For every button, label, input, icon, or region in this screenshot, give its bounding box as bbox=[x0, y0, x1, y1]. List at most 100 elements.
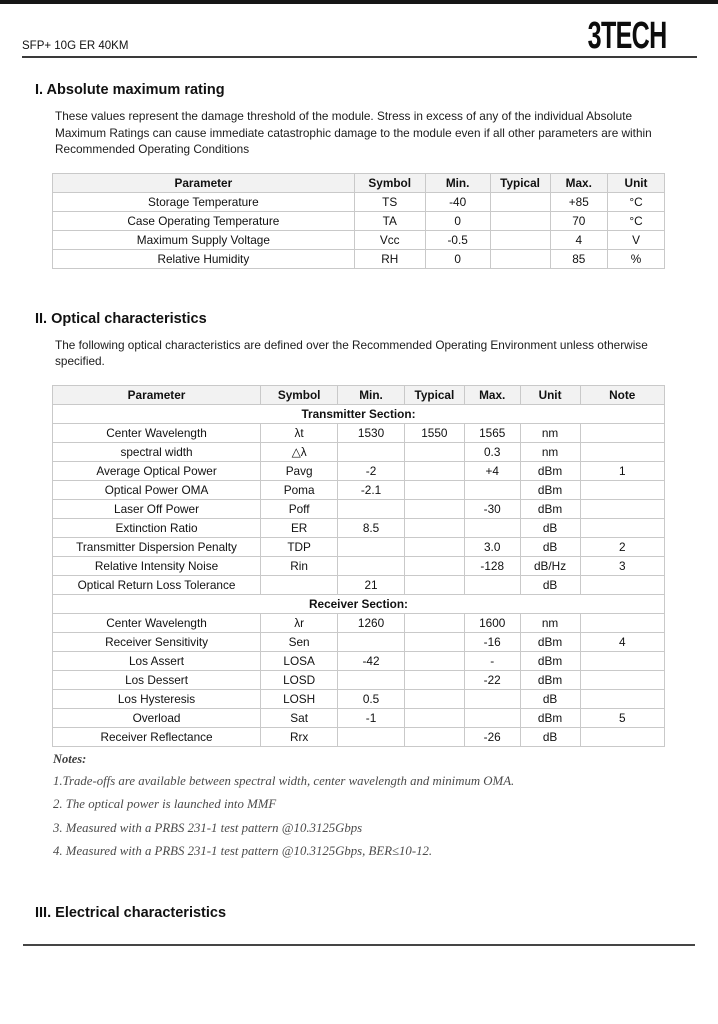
table-cell bbox=[579, 517, 666, 538]
col-header-unit: Unit bbox=[607, 172, 665, 193]
table-cell: Transmitter Dispersion Penalty bbox=[51, 536, 262, 557]
note-item: 1.Trade-offs are available between spect… bbox=[53, 773, 515, 788]
table-cell: -40 bbox=[424, 191, 491, 212]
table-cell: Sen bbox=[260, 631, 339, 652]
table-row: Los Hysteresis LOSH 0.5 dB bbox=[51, 688, 666, 709]
table-cell: LOSH bbox=[260, 688, 339, 709]
table-cell bbox=[403, 612, 465, 633]
notes-block: Notes: 1.Trade-offs are available betwee… bbox=[53, 752, 666, 860]
table-cell bbox=[579, 574, 666, 595]
table-cell: Extinction Ratio bbox=[51, 517, 262, 538]
table-cell: LOSA bbox=[260, 650, 339, 671]
table-cell: °C bbox=[607, 191, 665, 212]
note-item: 2. The optical power is launched into MM… bbox=[53, 797, 277, 811]
table-cell: % bbox=[607, 248, 665, 269]
table-cell: Receiver Reflectance bbox=[51, 726, 262, 747]
table-row: Storage Temperature TS -40 +85 °C bbox=[52, 191, 665, 212]
table-cell bbox=[337, 631, 405, 652]
table-cell: Los Hysteresis bbox=[51, 688, 262, 709]
table-cell: nm bbox=[519, 441, 581, 462]
table-cell bbox=[463, 574, 521, 595]
table-cell bbox=[403, 536, 465, 557]
table-cell: 1565 bbox=[463, 422, 521, 443]
col-header-note: Note bbox=[579, 384, 666, 405]
brand-logo: 3TECH bbox=[588, 15, 668, 57]
table-cell bbox=[403, 707, 465, 728]
table-cell bbox=[403, 460, 465, 481]
table-cell bbox=[403, 479, 465, 500]
table-cell: λt bbox=[260, 422, 339, 443]
table-cell: 0.3 bbox=[463, 441, 521, 462]
col-header-typical: Typical bbox=[489, 172, 551, 193]
table-cell: 85 bbox=[549, 248, 609, 269]
table-row: Los Assert LOSA -42 - dBm bbox=[51, 650, 666, 671]
table-cell: -30 bbox=[463, 498, 521, 519]
table-cell: △λ bbox=[260, 441, 339, 462]
table-row: Case Operating Temperature TA 0 70 °C bbox=[52, 210, 665, 231]
table-cell bbox=[403, 498, 465, 519]
table-cell: 4 bbox=[579, 631, 666, 652]
table-row: Center Wavelength λr 1260 1600 nm bbox=[51, 612, 666, 633]
table-row: Receiver Sensitivity Sen -16 dBm 4 bbox=[51, 631, 666, 652]
table-cell bbox=[403, 631, 465, 652]
table-cell bbox=[579, 669, 666, 690]
table-cell: Optical Return Loss Tolerance bbox=[51, 574, 262, 595]
table-cell: Pavg bbox=[260, 460, 339, 481]
table-cell: 8.5 bbox=[337, 517, 405, 538]
table-row: spectral width △λ 0.3 nm bbox=[51, 441, 666, 462]
table-cell: Rrx bbox=[260, 726, 339, 747]
table-cell: 4 bbox=[549, 229, 609, 250]
table-row: Maximum Supply Voltage Vcc -0.5 4 V bbox=[52, 229, 665, 250]
table-cell: -26 bbox=[463, 726, 521, 747]
table-cell: Relative Humidity bbox=[52, 248, 355, 269]
notes-label: Notes: bbox=[53, 751, 87, 766]
table-cell: Receiver Sensitivity bbox=[51, 631, 262, 652]
table-cell: 1 bbox=[579, 460, 666, 481]
table-cell: Sat bbox=[260, 707, 339, 728]
table-cell bbox=[337, 555, 405, 576]
table-cell: +85 bbox=[549, 191, 609, 212]
table-cell: TA bbox=[353, 210, 426, 231]
table-cell: -0.5 bbox=[424, 229, 491, 250]
section-1-description: These values represent the damage thresh… bbox=[55, 109, 652, 156]
table-cell: Relative Intensity Noise bbox=[51, 555, 262, 576]
table-cell: - bbox=[463, 650, 521, 671]
table-cell: ER bbox=[260, 517, 339, 538]
page-content: I. Absolute maximum rating These values … bbox=[0, 61, 718, 921]
col-header-max: Max. bbox=[549, 172, 609, 193]
table-cell: 70 bbox=[549, 210, 609, 231]
table-cell bbox=[337, 498, 405, 519]
table-cell: dBm bbox=[519, 669, 581, 690]
table-cell bbox=[579, 726, 666, 747]
table-cell bbox=[403, 726, 465, 747]
table-cell: dB bbox=[519, 726, 581, 747]
table-cell bbox=[337, 726, 405, 747]
table-cell bbox=[403, 574, 465, 595]
table-row: Average Optical Power Pavg -2 +4 dBm 1 bbox=[51, 460, 666, 481]
table-row: Laser Off Power Poff -30 dBm bbox=[51, 498, 666, 519]
table-cell: 1530 bbox=[337, 422, 405, 443]
table-cell: 0.5 bbox=[337, 688, 405, 709]
note-item: 3. Measured with a PRBS 231-1 test patte… bbox=[53, 820, 363, 835]
table-cell: 2 bbox=[579, 536, 666, 557]
table-cell bbox=[463, 517, 521, 538]
table-row: Overload Sat -1 dBm 5 bbox=[51, 707, 666, 728]
table-cell bbox=[260, 574, 339, 595]
table-cell bbox=[463, 707, 521, 728]
table-cell bbox=[579, 612, 666, 633]
table-cell: dB bbox=[519, 574, 581, 595]
table-section-label: Receiver Section: bbox=[52, 593, 665, 614]
table-cell: 3.0 bbox=[463, 536, 521, 557]
table-cell bbox=[403, 669, 465, 690]
table-cell bbox=[337, 669, 405, 690]
table-header-row: Parameter Symbol Min. Typical Max. Unit bbox=[52, 172, 665, 193]
table-cell: Poma bbox=[260, 479, 339, 500]
table-cell bbox=[579, 479, 666, 500]
table-row: Optical Power OMA Poma -2.1 dBm bbox=[51, 479, 666, 500]
table-cell bbox=[403, 517, 465, 538]
table-cell: Vcc bbox=[353, 229, 426, 250]
table-cell bbox=[463, 479, 521, 500]
table-cell: Average Optical Power bbox=[51, 460, 262, 481]
section-2-heading: II. Optical characteristics bbox=[35, 310, 207, 327]
